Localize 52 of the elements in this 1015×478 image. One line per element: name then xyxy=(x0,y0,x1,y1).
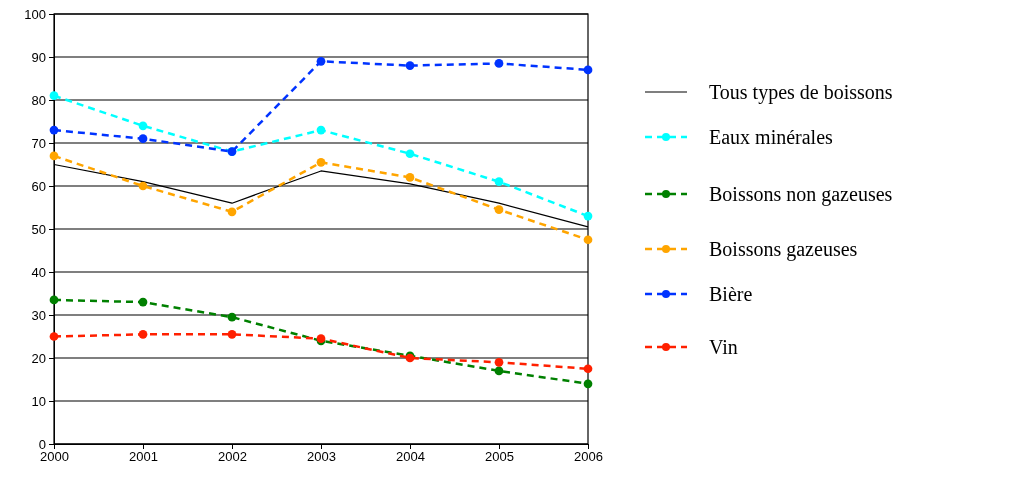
point xyxy=(405,173,415,182)
legend-label: Eaux minérales xyxy=(709,126,834,148)
x-tick-label: 2003 xyxy=(307,449,336,465)
point xyxy=(583,211,593,221)
point xyxy=(138,134,148,144)
point xyxy=(316,56,326,66)
x-tick-label: 2000 xyxy=(40,449,69,465)
x-tick-label: 2002 xyxy=(218,449,247,465)
y-tick-label: 10 xyxy=(31,393,46,409)
point xyxy=(138,329,148,339)
point xyxy=(49,295,59,305)
point xyxy=(49,332,59,341)
point xyxy=(138,297,148,307)
point xyxy=(494,177,504,187)
x-tick-label: 2004 xyxy=(396,449,425,465)
legend-label: Boissons non gazeuses xyxy=(709,183,893,206)
legend-label: Vin xyxy=(709,336,738,358)
point xyxy=(494,205,504,215)
x-tick-label: 2001 xyxy=(129,449,158,465)
y-tick-label: 80 xyxy=(31,92,46,108)
point xyxy=(316,157,326,167)
y-tick-label: 0 xyxy=(38,436,46,452)
point xyxy=(405,61,415,70)
legend-label: Boissons gazeuses xyxy=(709,238,858,261)
point xyxy=(494,357,504,367)
x-tick-label: 2006 xyxy=(574,449,603,465)
y-tick-label: 40 xyxy=(31,264,46,280)
y-tick-label: 60 xyxy=(31,178,46,194)
y-tick-label: 20 xyxy=(31,350,46,366)
y-tick-label: 70 xyxy=(31,135,46,151)
legend-label: Tous types de boissons xyxy=(709,81,893,104)
y-tick-label: 50 xyxy=(31,221,46,237)
point xyxy=(494,59,504,68)
x-tick-label: 2005 xyxy=(485,449,514,465)
point xyxy=(583,235,593,245)
legend-label: Bière xyxy=(709,283,753,305)
y-tick-label: 30 xyxy=(31,307,46,323)
y-tick-label: 100 xyxy=(24,6,46,22)
point xyxy=(583,65,593,75)
point xyxy=(583,379,593,389)
point xyxy=(494,366,504,376)
point xyxy=(583,364,593,374)
point xyxy=(316,125,326,135)
point xyxy=(138,181,148,191)
point xyxy=(405,149,415,159)
point xyxy=(227,329,237,339)
point xyxy=(138,121,148,131)
point xyxy=(227,207,237,217)
y-tick-label: 90 xyxy=(31,49,46,65)
point xyxy=(227,312,237,322)
point xyxy=(49,125,59,135)
point xyxy=(49,151,59,161)
